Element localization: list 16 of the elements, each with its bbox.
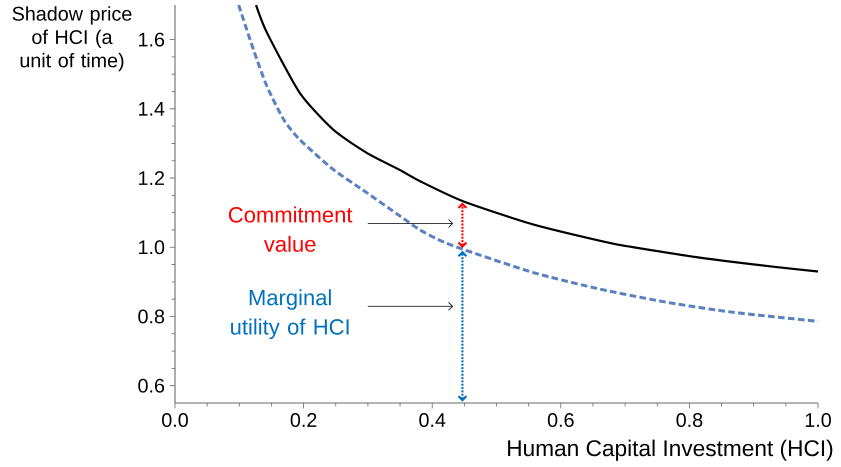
x-tick-label: 0.8 — [676, 413, 702, 428]
y-tick-label: 0.8 — [138, 309, 164, 324]
y-tick-label: 1.6 — [139, 32, 164, 47]
y-tick-label: 0.6 — [138, 378, 164, 393]
x-tick-label: 0.0 — [162, 413, 188, 428]
x-tick-label: 0.2 — [290, 413, 316, 428]
y-axis-title: Shadow price of HCI (a unit of time) — [12, 6, 132, 72]
y-tick-label: 1.0 — [139, 240, 164, 254]
x-tick-label: 0.4 — [419, 413, 446, 428]
annotation: Commitment value — [228, 206, 352, 252]
x-axis-title: Human Capital Investment (HCI) — [508, 440, 832, 461]
x-tick-label: 1.0 — [806, 413, 831, 428]
annotation: Marginal utility of HCI — [231, 289, 349, 340]
x-tick-label: 0.6 — [548, 413, 574, 428]
y-tick-label: 1.4 — [139, 102, 164, 116]
y-tick-label: 1.2 — [139, 171, 164, 185]
